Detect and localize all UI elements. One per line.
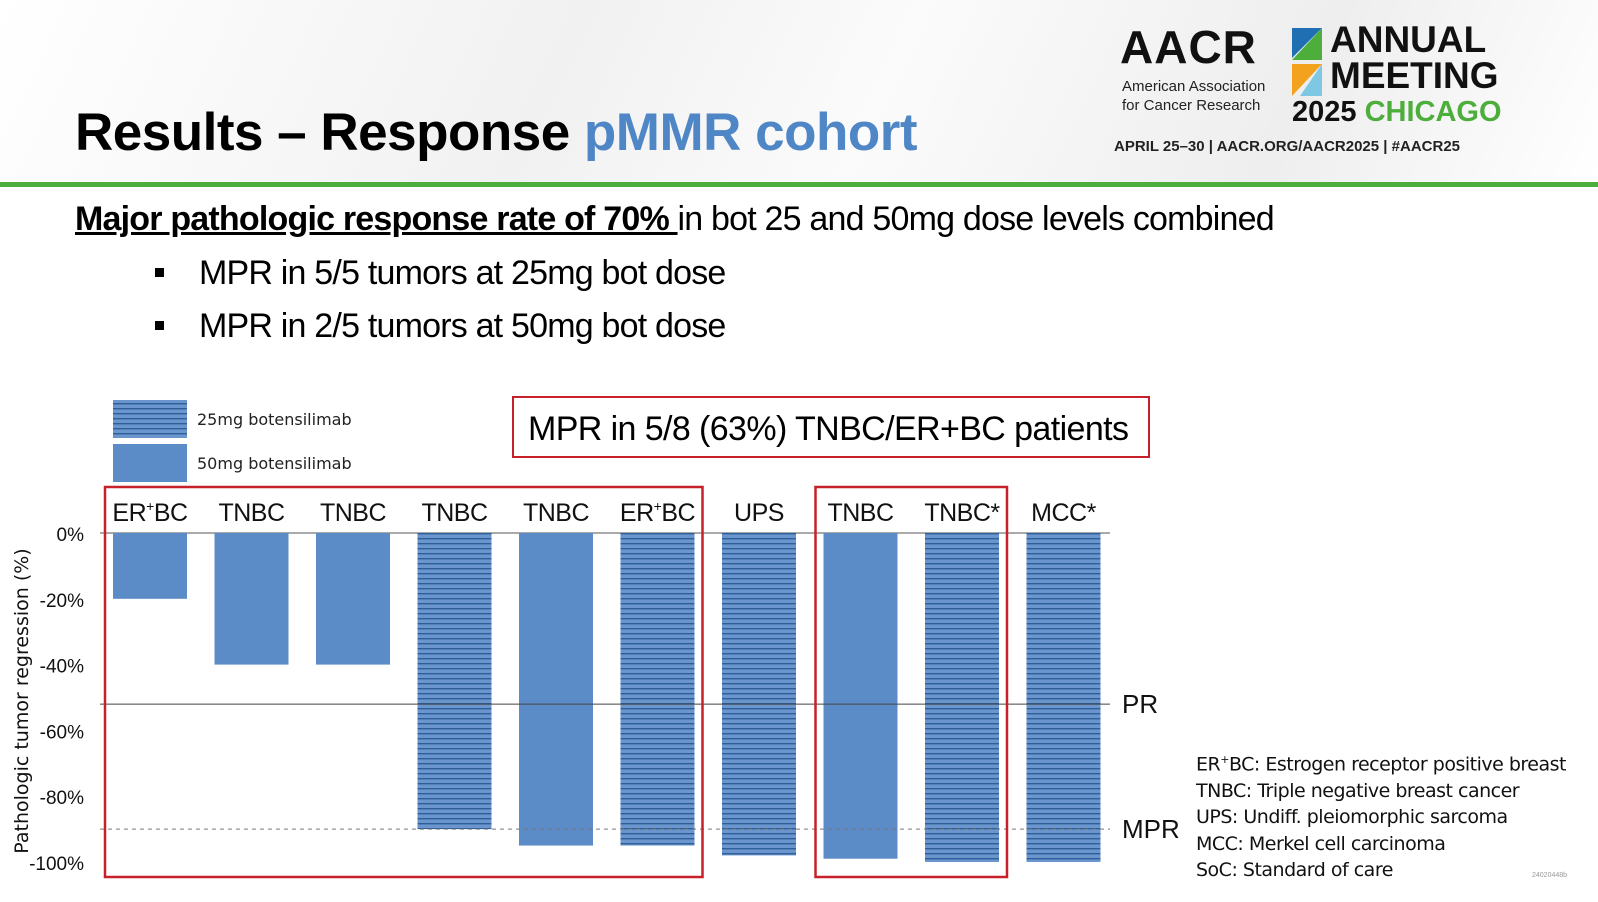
category-label: TNBC — [320, 499, 387, 527]
bar-10 — [1026, 533, 1101, 862]
bar-9 — [925, 533, 999, 862]
logo-event-name: ANNUAL MEETING — [1330, 19, 1499, 96]
mpr-callout: MPR in 5/8 (63%) TNBC/ER+BC patients — [512, 396, 1150, 458]
abbr-item: ER+BC: Estrogen receptor positive breast — [1196, 753, 1566, 776]
y-axis-label: Pathologic tumor regression (%) — [11, 548, 33, 853]
bar-5 — [519, 533, 593, 846]
header-background — [0, 0, 1598, 183]
abbr-item: TNBC: Triple negative breast cancer — [1196, 779, 1520, 802]
abbr-item: MCC: Merkel cell carcinoma — [1196, 832, 1446, 855]
abbr-item: UPS: Undiff. pleiomorphic sarcoma — [1196, 806, 1508, 829]
highlight-box-1 — [103, 485, 704, 879]
legend-swatch — [113, 444, 187, 482]
bar-1 — [113, 533, 187, 599]
category-label: TNBC — [827, 499, 894, 527]
y-tick-label: -100% — [29, 854, 84, 875]
legend-label: 50mg botensilimab — [197, 454, 352, 473]
category-label: TNBC — [523, 499, 590, 527]
category-label: UPS — [734, 499, 784, 527]
mpr-reference-label: MPR — [1122, 814, 1180, 844]
y-tick-label: -40% — [40, 657, 84, 678]
bullet-item: MPR in 2/5 tumors at 50mg bot dose — [155, 307, 726, 346]
category-label: TNBC — [218, 499, 285, 527]
category-label: MCC* — [1031, 499, 1096, 527]
aacr-logo: AACR American Association for Cancer Rese… — [1114, 19, 1590, 170]
y-tick-label: 0% — [57, 525, 85, 546]
bar-6 — [620, 533, 695, 846]
bar-7 — [722, 533, 796, 856]
bar-4 — [417, 533, 492, 830]
abbreviation-legend: ER+BC: Estrogen receptor positive breast… — [1196, 747, 1566, 884]
bullet-square-icon — [155, 320, 164, 330]
logo-org-name: American Association for Cancer Research — [1122, 78, 1266, 114]
logo-brand: AACR — [1120, 21, 1257, 73]
page-title: Results – Response pMMR cohort — [75, 103, 917, 162]
category-label: ER+BC — [112, 498, 188, 527]
headline: Major pathologic response rate of 70% in… — [75, 200, 1275, 238]
logo-mark-icon — [1292, 28, 1322, 96]
y-tick-label: -80% — [40, 788, 84, 809]
watermark: 24020448b — [1532, 872, 1568, 879]
category-label: TNBC — [421, 499, 488, 527]
y-tick-label: -60% — [40, 722, 84, 743]
pr-reference-label: PR — [1122, 689, 1158, 719]
bullet-square-icon — [155, 267, 164, 277]
logo-dates: APRIL 25–30 | AACR.ORG/AACR2025 | #AACR2… — [1114, 138, 1461, 155]
legend-label: 25mg botensilimab — [197, 410, 352, 429]
bar-2 — [214, 533, 289, 665]
bar-3 — [316, 533, 390, 665]
abbr-item: SoC: Standard of care — [1196, 859, 1393, 882]
category-label: TNBC* — [924, 499, 1000, 527]
header-rule — [0, 182, 1598, 187]
y-tick-label: -20% — [40, 591, 84, 612]
bar-8 — [823, 533, 898, 859]
legend-swatch — [113, 400, 187, 438]
highlight-box-2 — [814, 485, 1009, 879]
category-label: ER+BC — [620, 498, 696, 527]
bullet-item: MPR in 5/5 tumors at 25mg bot dose — [155, 254, 726, 293]
logo-year-city: 2025 CHICAGO — [1292, 96, 1502, 128]
